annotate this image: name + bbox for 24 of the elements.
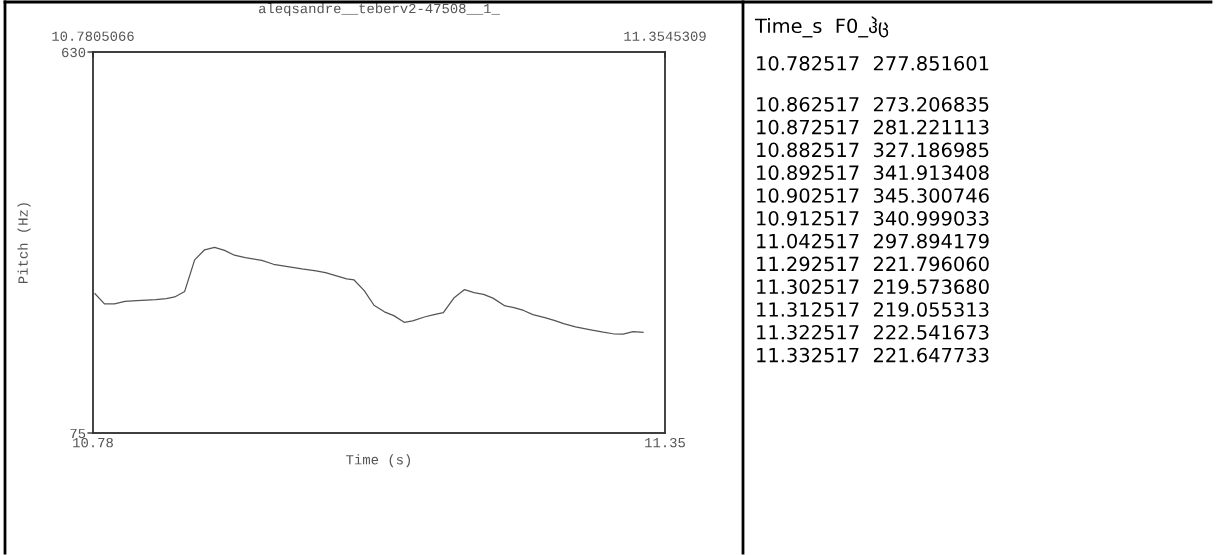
- text: 11.332517 221.647733: [757, 347, 989, 363]
- text: 11.312517 219.055313: [757, 302, 989, 317]
- text: 11.292517 221.796060: [757, 256, 989, 272]
- x-tick-label: 10.78: [73, 437, 113, 448]
- x-tick-label: 11.35: [645, 437, 685, 448]
- text: 11.322517 222.541673: [757, 324, 989, 340]
- y-tick-label: 630: [62, 47, 86, 58]
- text: Time_s F0_ჰც: [754, 16, 889, 38]
- line-series: [94, 246, 644, 335]
- text: 10.892517 341.913408: [757, 165, 989, 181]
- y-tick-label: 75: [70, 428, 86, 439]
- x2-tick-label: 11.3545309: [624, 31, 706, 41]
- text: 10.902517 345.300746: [757, 188, 989, 203]
- x-axis-title: Time (s): [346, 454, 410, 468]
- text: 10.872517 281.221113: [757, 119, 989, 135]
- chart-title: aleqsandre__teberv2-47508__1_: [259, 3, 500, 16]
- text: 10.862517 273.206835: [757, 96, 989, 112]
- text: 10.882517 327.186985: [757, 142, 989, 158]
- text: 11.042517 297.894179: [757, 233, 989, 249]
- text: 10.782517 277.851601: [757, 55, 989, 71]
- text: 10.912517 340.999033: [757, 210, 989, 226]
- text: 11.302517 219.573680: [757, 279, 989, 295]
- y-axis-title: Pitch (Hz): [17, 203, 31, 284]
- x2-tick-label: 10.7805066: [52, 31, 134, 41]
